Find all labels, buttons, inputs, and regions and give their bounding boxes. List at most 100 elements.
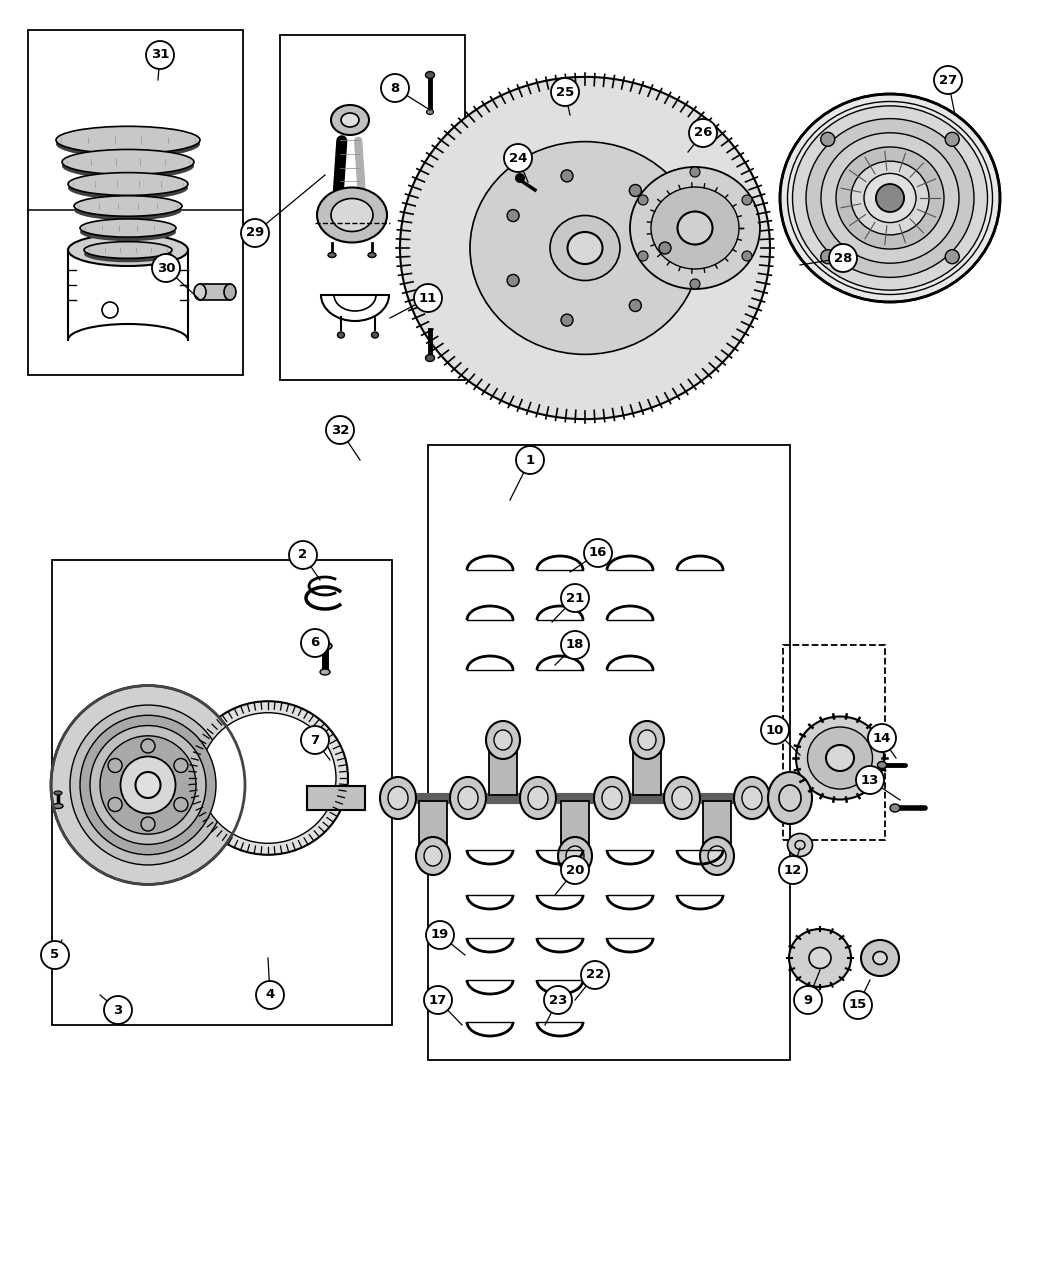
Circle shape — [934, 66, 962, 94]
Text: 14: 14 — [873, 732, 891, 745]
Text: 9: 9 — [803, 993, 813, 1006]
Ellipse shape — [331, 199, 373, 232]
Ellipse shape — [174, 759, 188, 773]
Ellipse shape — [84, 246, 172, 263]
Ellipse shape — [74, 200, 182, 221]
Ellipse shape — [873, 951, 887, 964]
Ellipse shape — [779, 785, 801, 811]
Ellipse shape — [141, 817, 155, 831]
Circle shape — [830, 244, 857, 272]
Circle shape — [424, 986, 452, 1014]
Ellipse shape — [200, 713, 336, 843]
Text: 25: 25 — [555, 85, 574, 98]
Ellipse shape — [320, 669, 330, 674]
Ellipse shape — [188, 701, 348, 854]
Ellipse shape — [808, 947, 831, 969]
Ellipse shape — [708, 847, 726, 866]
Text: 12: 12 — [784, 863, 802, 876]
Ellipse shape — [700, 836, 734, 875]
Text: 15: 15 — [848, 998, 867, 1011]
Ellipse shape — [520, 776, 556, 819]
Text: 2: 2 — [298, 548, 308, 561]
FancyArrowPatch shape — [338, 140, 342, 194]
Text: 16: 16 — [589, 547, 607, 560]
Ellipse shape — [100, 736, 196, 834]
Text: 22: 22 — [586, 969, 604, 982]
Ellipse shape — [793, 106, 987, 291]
Ellipse shape — [194, 284, 206, 300]
Bar — [428, 445, 790, 1060]
Ellipse shape — [528, 787, 548, 810]
Ellipse shape — [174, 797, 188, 811]
Text: 20: 20 — [566, 863, 584, 876]
Bar — [489, 743, 517, 796]
Ellipse shape — [677, 212, 713, 245]
Text: 28: 28 — [834, 251, 853, 264]
Text: 3: 3 — [113, 1003, 123, 1016]
Ellipse shape — [317, 187, 387, 242]
Ellipse shape — [742, 787, 762, 810]
Circle shape — [761, 717, 789, 745]
Ellipse shape — [416, 836, 450, 875]
Ellipse shape — [850, 161, 929, 235]
Circle shape — [868, 724, 896, 752]
Text: 31: 31 — [151, 48, 169, 61]
Ellipse shape — [70, 705, 226, 864]
Ellipse shape — [80, 219, 176, 237]
Circle shape — [507, 209, 519, 222]
FancyArrowPatch shape — [358, 140, 362, 194]
Ellipse shape — [876, 185, 904, 212]
Ellipse shape — [734, 776, 770, 819]
Circle shape — [544, 986, 572, 1014]
Text: 23: 23 — [549, 993, 567, 1006]
Ellipse shape — [424, 847, 442, 866]
Ellipse shape — [56, 126, 200, 154]
Text: 5: 5 — [50, 949, 60, 961]
Ellipse shape — [328, 252, 336, 258]
Circle shape — [659, 242, 671, 254]
Circle shape — [256, 980, 284, 1009]
Ellipse shape — [425, 354, 435, 362]
Text: 32: 32 — [331, 423, 350, 436]
Circle shape — [41, 941, 69, 969]
Ellipse shape — [890, 805, 900, 812]
Bar — [704, 801, 731, 853]
Ellipse shape — [550, 215, 620, 280]
Ellipse shape — [861, 940, 899, 975]
Ellipse shape — [566, 847, 584, 866]
Circle shape — [581, 961, 609, 989]
Bar — [783, 645, 885, 840]
Ellipse shape — [780, 94, 1000, 302]
Circle shape — [742, 251, 752, 261]
Text: 26: 26 — [694, 126, 712, 139]
Ellipse shape — [458, 787, 478, 810]
Circle shape — [152, 254, 180, 282]
Ellipse shape — [594, 776, 630, 819]
Text: 19: 19 — [430, 928, 449, 941]
Circle shape — [381, 74, 410, 102]
Ellipse shape — [80, 715, 216, 854]
Ellipse shape — [494, 731, 512, 750]
Circle shape — [638, 251, 648, 261]
Circle shape — [242, 219, 269, 247]
Ellipse shape — [821, 133, 959, 263]
Ellipse shape — [68, 235, 188, 266]
Ellipse shape — [108, 797, 122, 811]
Circle shape — [794, 986, 822, 1014]
Ellipse shape — [68, 177, 188, 199]
Circle shape — [742, 195, 752, 205]
Bar — [280, 34, 465, 380]
Circle shape — [426, 921, 454, 949]
Text: 27: 27 — [939, 74, 958, 87]
Ellipse shape — [372, 332, 378, 338]
Ellipse shape — [121, 756, 175, 813]
Circle shape — [821, 250, 835, 264]
Circle shape — [561, 584, 589, 612]
Ellipse shape — [789, 929, 850, 987]
Bar — [419, 801, 447, 853]
Ellipse shape — [807, 727, 873, 789]
Circle shape — [504, 144, 532, 172]
Ellipse shape — [806, 119, 974, 278]
Ellipse shape — [602, 787, 622, 810]
Ellipse shape — [425, 71, 435, 79]
